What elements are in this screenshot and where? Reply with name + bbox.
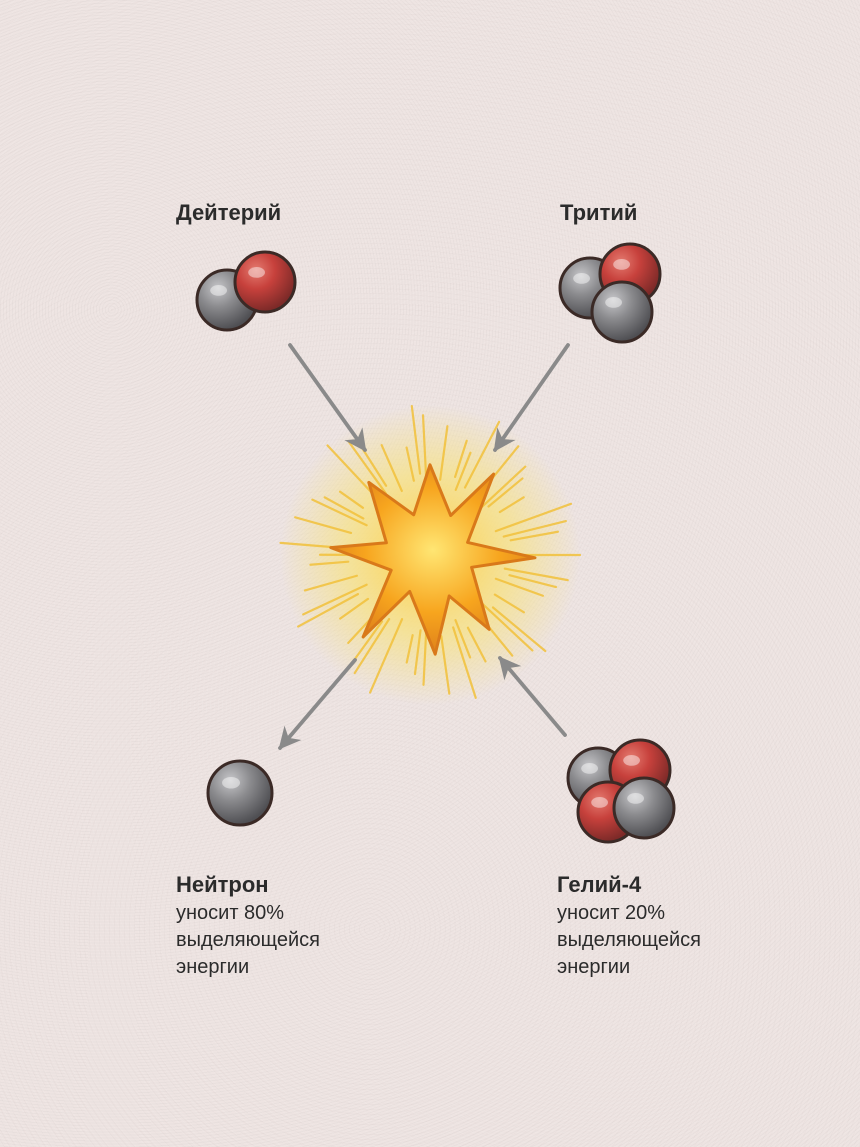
diagram-svg [0,0,860,1147]
label-helium4-sub1: уносит 20% [557,902,665,924]
label-helium4-sub2: выделяющейся [557,929,701,951]
helium4-nucleus-icon [568,740,674,842]
label-helium4-title: Гелий-4 [557,872,641,897]
fusion-diagram: Дейтерий Тритий Нейтрон уносит 80% выдел… [0,0,860,1147]
label-tritium-title: Тритий [560,200,637,225]
label-helium4-sub3: энергии [557,956,630,978]
label-tritium: Тритий [560,198,637,228]
arrows-group [280,345,568,748]
fusion-burst-icon [280,405,580,705]
label-helium4: Гелий-4 уносит 20% выделяющейся энергии [557,870,701,981]
tritium-nucleus-icon [560,244,660,342]
label-neutron-sub1: уносит 80% [176,902,284,924]
deuterium-nucleus-icon [197,252,295,330]
label-neutron: Нейтрон уносит 80% выделяющейся энергии [176,870,320,981]
label-deuterium-title: Дейтерий [176,200,281,225]
label-neutron-sub2: выделяющейся [176,929,320,951]
neutron-particle-icon [208,761,272,825]
label-neutron-title: Нейтрон [176,872,269,897]
nuclei-group [197,244,674,842]
label-deuterium: Дейтерий [176,198,281,228]
label-neutron-sub3: энергии [176,956,249,978]
